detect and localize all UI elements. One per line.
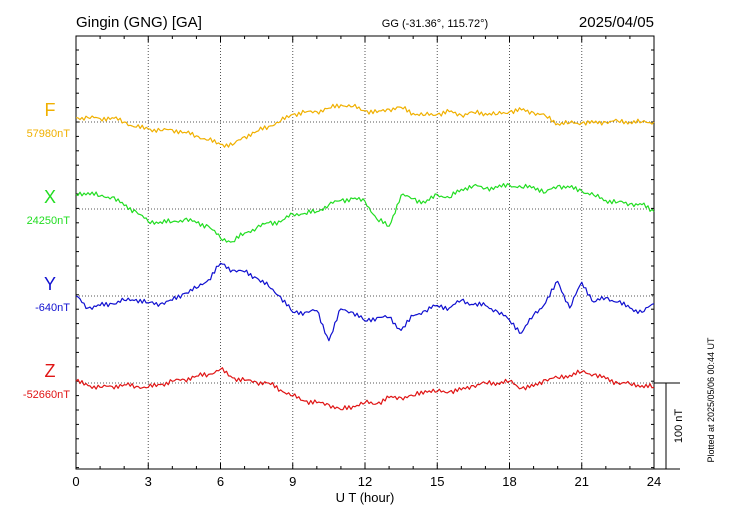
series-baseline-f: 57980nT [27, 128, 71, 140]
series-name-z: Z [45, 361, 56, 381]
x-tick-label: 21 [575, 474, 589, 489]
x-axis-label: U T (hour) [336, 490, 395, 505]
series-line-x [75, 183, 655, 243]
grid [76, 36, 654, 469]
series-line-f [75, 103, 655, 148]
plotted-timestamp: Plotted at 2025/05/06 00:44 UT [706, 337, 716, 463]
series-name-x: X [44, 187, 56, 207]
series-name-y: Y [44, 274, 56, 294]
x-tick-label: 3 [145, 474, 152, 489]
x-tick-label: 6 [217, 474, 224, 489]
x-axis-ticks: 0 3 6 9 12 15 18 21 24 [72, 36, 661, 489]
x-tick-label: 12 [358, 474, 372, 489]
chart-date: 2025/04/05 [579, 14, 654, 31]
x-tick-label: 24 [647, 474, 661, 489]
series-baseline-z: -52660nT [23, 389, 70, 401]
series-line-z [75, 367, 655, 411]
station-title: Gingin (GNG) [GA] [76, 14, 202, 31]
scale-bar-label: 100 nT [673, 409, 685, 444]
x-tick-label: 18 [502, 474, 516, 489]
series-line-y [75, 262, 655, 342]
series-lines: F 57980nT X 24250nT Y -640nT Z -52660nT [23, 100, 655, 411]
series-baseline-x: 24250nT [27, 215, 71, 227]
x-tick-label: 9 [289, 474, 296, 489]
x-tick-label: 0 [72, 474, 79, 489]
series-name-f: F [45, 100, 56, 120]
station-coordinates: GG (-31.36°, 115.72°) [382, 18, 488, 30]
x-tick-label: 15 [430, 474, 444, 489]
series-baseline-y: -640nT [35, 302, 70, 314]
